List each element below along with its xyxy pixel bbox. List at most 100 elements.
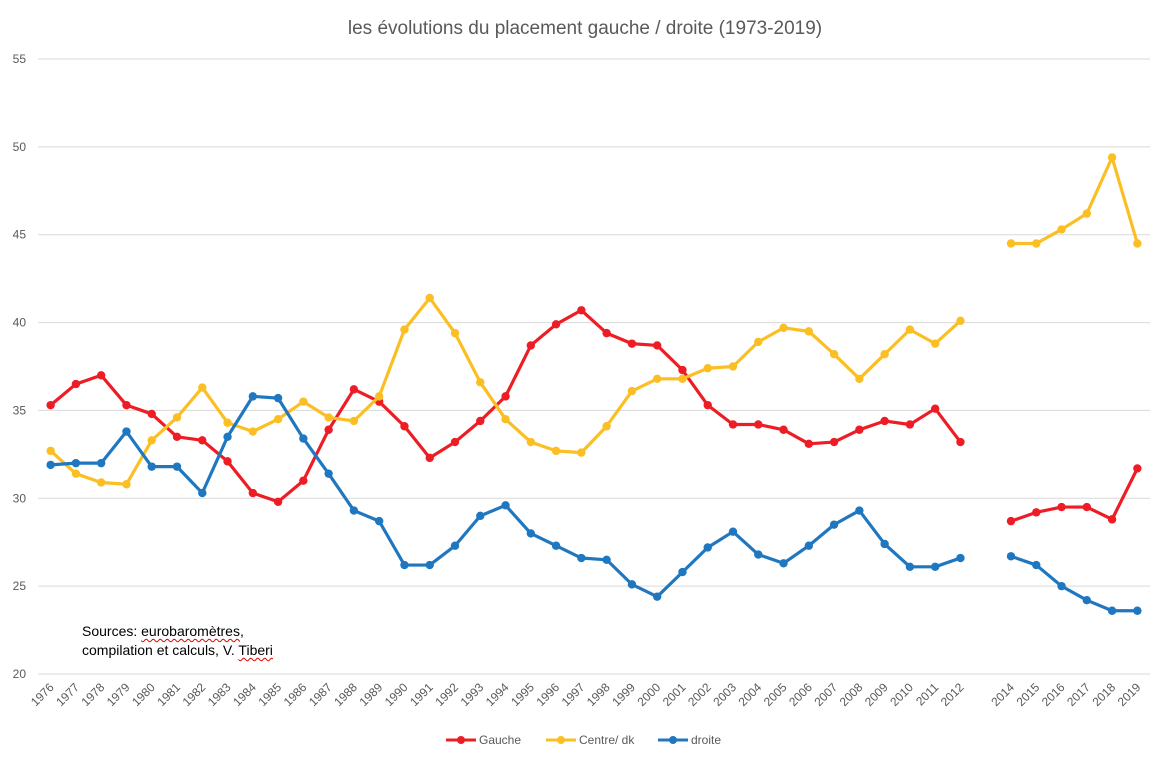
data-point [1057, 225, 1066, 234]
data-point [1082, 596, 1092, 605]
y-tick-label: 35 [13, 403, 27, 417]
data-point [829, 350, 839, 359]
data-point [526, 529, 536, 538]
data-point [728, 362, 738, 371]
data-point [652, 592, 662, 601]
x-tick-label: 2006 [786, 680, 815, 709]
data-point [425, 453, 434, 463]
legend-marker [557, 736, 565, 744]
data-point [956, 553, 965, 563]
data-point [1057, 581, 1066, 591]
x-tick-label: 1976 [28, 680, 57, 709]
data-point [71, 458, 81, 468]
data-point [652, 341, 662, 350]
data-point [147, 462, 156, 471]
data-point [248, 488, 258, 498]
data-point [855, 506, 864, 515]
x-tick-label: 1983 [205, 680, 234, 709]
x-tick-label: 2007 [811, 680, 840, 709]
x-tick-label: 1998 [584, 680, 613, 709]
y-axis: 20 25 30 35 40 45 50 55 [13, 52, 27, 681]
data-point [172, 462, 182, 471]
data-point [1107, 606, 1117, 615]
series-line [49, 296, 963, 486]
data-point [374, 392, 384, 401]
x-tick-label: 2012 [938, 680, 967, 709]
data-point [905, 325, 915, 334]
x-tick-label: 2005 [761, 680, 790, 709]
data-point [1107, 515, 1117, 524]
data-point [678, 365, 687, 375]
legend-marker [457, 736, 465, 744]
y-tick-label: 55 [13, 52, 27, 66]
data-point [1006, 552, 1016, 561]
data-point [501, 501, 510, 510]
data-point [880, 416, 889, 426]
x-tick-label: 2003 [710, 680, 739, 709]
x-tick-label: 1978 [79, 680, 108, 709]
data-point [1057, 502, 1066, 512]
data-point [476, 511, 485, 521]
data-point [324, 469, 333, 478]
series-gauche [46, 306, 1142, 526]
source-eurobarometres: eurobaromètres [141, 623, 240, 639]
data-point [779, 323, 788, 333]
data-point [122, 427, 131, 436]
series-centre-dk [46, 153, 1142, 489]
legend-label: droite [691, 733, 721, 747]
data-point [577, 448, 586, 457]
y-tick-label: 45 [13, 228, 27, 242]
data-point [855, 374, 864, 383]
x-tick-label: 2008 [837, 680, 866, 709]
data-point [678, 567, 687, 577]
data-point [905, 562, 915, 572]
x-tick-label: 1977 [53, 680, 82, 709]
x-tick-label: 1986 [281, 680, 310, 709]
data-point [122, 480, 131, 489]
data-point [551, 320, 561, 329]
data-point [223, 457, 232, 466]
source-comma: , [239, 623, 244, 639]
data-point [930, 404, 940, 413]
x-tick-label: 1988 [331, 680, 360, 709]
data-point [374, 516, 384, 526]
data-point [703, 364, 712, 373]
data-point [299, 434, 308, 443]
x-tick-label: 2004 [736, 680, 765, 709]
x-tick-label: 1987 [306, 680, 335, 709]
data-point [1133, 606, 1142, 615]
data-point [804, 327, 814, 336]
data-point [400, 325, 409, 334]
data-point [678, 374, 687, 383]
data-point [147, 436, 156, 445]
y-tick-label: 20 [13, 667, 27, 681]
x-tick-label: 1981 [154, 680, 183, 709]
x-tick-label: 1999 [609, 680, 638, 709]
data-point [273, 497, 283, 506]
source-author: Tiberi [238, 642, 273, 658]
data-point [223, 432, 232, 441]
data-point [71, 379, 81, 389]
data-point [96, 458, 106, 468]
data-point [551, 446, 561, 456]
x-tick-label: 1995 [508, 680, 537, 709]
x-tick-label: 2011 [913, 680, 941, 708]
data-point [754, 550, 763, 559]
data-point [703, 543, 712, 552]
data-point [855, 425, 864, 434]
data-point [223, 418, 232, 427]
x-tick-label: 2010 [887, 680, 916, 709]
data-point [652, 374, 662, 383]
x-tick-label: 2018 [1089, 680, 1118, 709]
chart-title: les évolutions du placement gauche / dro… [348, 18, 822, 39]
data-point [122, 400, 131, 410]
data-point [425, 293, 434, 303]
data-point [577, 306, 586, 315]
x-tick-label: 1989 [357, 680, 386, 709]
x-tick-label: 2019 [1115, 680, 1144, 709]
data-point [804, 439, 814, 449]
data-point [627, 339, 637, 348]
legend-marker [669, 736, 677, 744]
x-tick-label: 1996 [533, 680, 562, 709]
